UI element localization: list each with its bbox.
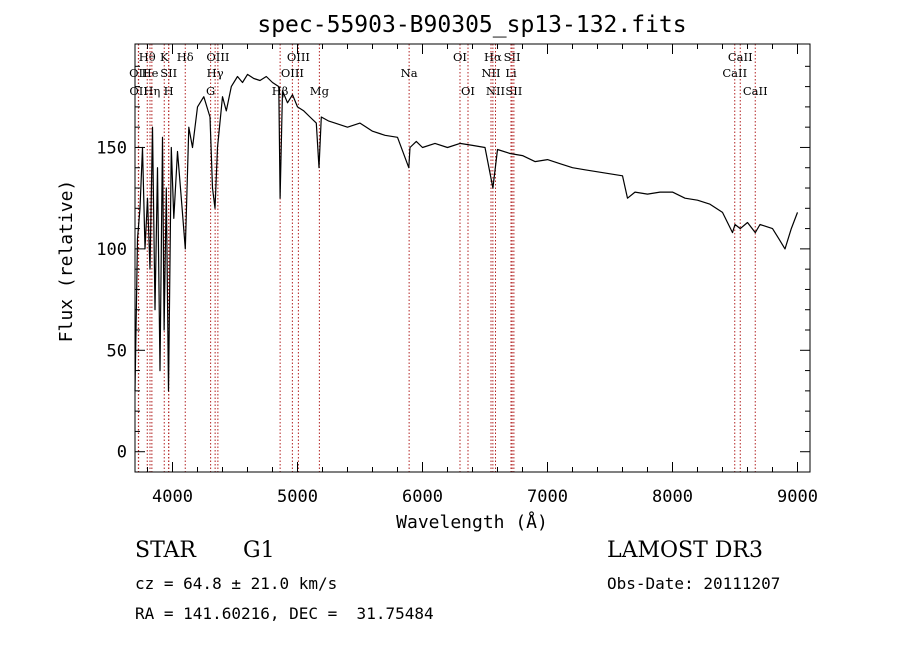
series-layer: [134, 73, 799, 392]
spectral-line-label-2: OII: [129, 84, 148, 98]
spectral-line-label-4: Hη: [143, 84, 160, 98]
spectral-line-label-10: Hγ: [207, 66, 224, 80]
spectral-line-label-21: NII: [481, 66, 500, 80]
y-tick-label-50: 50: [107, 341, 127, 361]
spectral-line-label-3: He: [142, 66, 159, 80]
survey-name: LAMOST DR3: [607, 538, 763, 563]
spectral-line-label-0: Hθ: [139, 50, 156, 64]
spectral-line-label-24: SII: [505, 84, 522, 98]
spectral-line-label-25: CaII: [728, 50, 753, 64]
redshift-readout: cz = 64.8 ± 21.0 km/s: [135, 574, 338, 593]
spectral-line-label-15: Mg: [310, 84, 330, 98]
spectral-line-label-23: Li: [505, 66, 517, 80]
x-tick-label-5000: 5000: [277, 487, 318, 507]
chart-title: spec-55903-B90305_sp13-132.fits: [257, 12, 686, 38]
y-tick-label-0: 0: [117, 443, 127, 463]
spectral-line-label-8: Hδ: [177, 50, 194, 64]
spectral-line-label-19: Hα: [484, 50, 502, 64]
spectral-line-label-7: H: [164, 84, 174, 98]
x-tick-label-9000: 9000: [777, 487, 818, 507]
spectral-line-label-12: OIII: [287, 50, 310, 64]
spectral-line-label-26: CaII: [722, 66, 747, 80]
spectral-line-label-13: OIII: [281, 66, 304, 80]
spectral-line-label-22: NII: [486, 84, 505, 98]
spectral-line-label-14: Hβ: [272, 84, 289, 98]
spectral-line-label-16: Na: [401, 66, 418, 80]
x-tick-label-7000: 7000: [527, 487, 568, 507]
x-axis-label: Wavelength (Å): [396, 511, 548, 533]
object-class: STAR: [135, 538, 196, 563]
axes: 4000 5000 6000 7000 8000 9000 0 50 100 150: [96, 43, 818, 507]
y-tick-label-150: 150: [96, 138, 127, 158]
y-tick-label-100: 100: [96, 240, 127, 260]
series-line-spectrum: [134, 73, 799, 392]
coordinates: RA = 141.60216, DEC = 31.75484: [135, 604, 434, 623]
spectral-line-label-9: OIII: [206, 50, 229, 64]
x-tick-label-6000: 6000: [402, 487, 443, 507]
spectral-line-label-27: CaII: [743, 84, 768, 98]
x-tick-label-8000: 8000: [652, 487, 693, 507]
plot-frame: [134, 43, 811, 473]
spectral-line-label-20: SII: [504, 50, 521, 64]
spectral-line-label-5: K: [160, 50, 169, 64]
spectral-line-label-11: G: [206, 84, 215, 98]
obs-date: Obs-Date: 20111207: [607, 574, 781, 593]
object-subclass: G1: [243, 538, 275, 563]
y-axis-label: Flux (relative): [56, 180, 77, 343]
x-tick-label-4000: 4000: [152, 487, 193, 507]
spectral-line-label-18: OI: [461, 84, 475, 98]
spectral-line-label-17: OI: [453, 50, 467, 64]
